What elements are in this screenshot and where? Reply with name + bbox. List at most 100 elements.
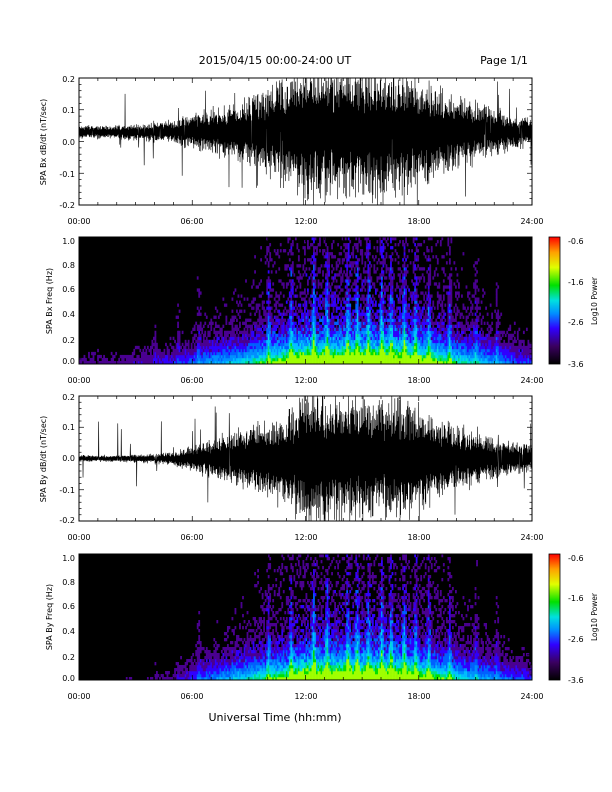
spectrogram-cell [219, 354, 222, 359]
spectrogram-cell [332, 351, 335, 356]
spectrogram-cell [349, 318, 352, 322]
spectrogram-cell [199, 342, 202, 347]
spectrogram-cell [479, 351, 481, 356]
spectrogram-cell [258, 309, 261, 313]
spectrogram-cell [311, 288, 314, 292]
spectrogram-cell [393, 339, 395, 344]
spectrogram-cell [233, 357, 235, 362]
spectrogram-cell [320, 327, 323, 332]
spectrogram-cell [352, 327, 355, 332]
spectrogram-cell [418, 315, 421, 319]
spectrogram-cell [388, 348, 391, 353]
spectrogram-cell [454, 333, 457, 338]
spectrogram-cell [290, 291, 293, 295]
spectrogram-cell [217, 360, 220, 365]
spectrogram-cell [287, 339, 290, 344]
spectrogram-cell [317, 297, 320, 301]
spectrogram-cell [326, 339, 329, 344]
spectrogram-cell [474, 306, 477, 310]
spectrogram-cell [467, 339, 469, 344]
spectrogram-cell [453, 324, 456, 329]
spectrogram-cell [294, 345, 297, 350]
spectrogram-cell [414, 282, 417, 286]
spectrogram-cell [362, 327, 365, 332]
spectrogram-cell [149, 351, 152, 356]
spectrogram-cell [509, 342, 512, 347]
spectrogram-cell [263, 348, 266, 353]
spectrogram-cell [341, 297, 344, 301]
spectrogram-cell [181, 348, 184, 353]
spectrogram-cell [451, 318, 454, 322]
spectrogram-cell [406, 312, 409, 316]
spectrogram-cell [448, 306, 451, 310]
spectrogram-cell [290, 297, 293, 301]
spectrogram-cell [234, 336, 237, 341]
spectrogram-cell [390, 354, 392, 359]
spectrogram-cell [275, 345, 278, 350]
spectrogram-cell [118, 357, 121, 362]
spectrogram-cell [492, 339, 495, 344]
spectrogram-cell [387, 336, 389, 341]
spectrogram-cell [156, 360, 158, 365]
spectrogram-cell [328, 297, 330, 301]
spectrogram-cell [338, 291, 341, 295]
spectrogram-cell [278, 255, 281, 259]
spectrogram-cell [368, 348, 371, 353]
spectrogram-cell [310, 312, 312, 316]
spectrogram-cell [391, 345, 394, 350]
spectrogram-cell [385, 357, 388, 362]
spectrogram-cell [433, 327, 436, 332]
spectrogram-cell [458, 336, 460, 341]
spectrogram-cell [465, 354, 468, 359]
spectrogram-cell [518, 327, 521, 332]
spectrogram-cell [362, 309, 365, 313]
spectrogram-cell [328, 312, 330, 316]
spectrogram-cell [263, 351, 266, 356]
spectrogram-cell [390, 282, 392, 286]
spectrogram-cell [349, 306, 352, 310]
spectrogram-cell [353, 357, 356, 362]
spectrogram-cell [362, 318, 365, 322]
spectrogram-cell [381, 246, 383, 250]
spectrogram-cell [399, 342, 401, 347]
spectrogram-cell [391, 246, 394, 250]
spectrogram-cell [313, 291, 315, 295]
spectrogram-cell [474, 321, 477, 325]
spectrogram-cell [399, 354, 401, 359]
spectrogram-cell [329, 339, 332, 344]
spectrogram-cell [347, 327, 350, 332]
spectrogram-cell [260, 360, 263, 365]
spectrogram-cell [296, 285, 299, 289]
spectrogram-cell [314, 300, 317, 304]
spectrogram-cell [307, 318, 309, 322]
spectrogram-cell [198, 351, 201, 356]
spectrogram-cell [180, 360, 182, 365]
spectrogram-cell [260, 258, 263, 262]
spectrogram-cell [402, 312, 404, 316]
spectrogram-cell [394, 321, 397, 325]
spectrogram-cell [445, 261, 448, 265]
spectrogram-cell [314, 360, 317, 365]
spectrogram-cell [408, 351, 410, 356]
spectrogram-cell [337, 258, 340, 262]
spectrogram-cell [370, 342, 373, 347]
spectrogram-cell [370, 354, 373, 359]
spectrogram-cell [429, 339, 432, 344]
spectrogram-cell [423, 318, 426, 322]
spectrogram-cell [313, 321, 315, 325]
spectrogram-cell [409, 360, 412, 365]
spectrogram-cell [349, 354, 352, 359]
spectrogram-cell [284, 267, 287, 271]
spectrogram-cell [379, 297, 382, 301]
spectrogram-cell [308, 324, 311, 329]
spectrogram-cell [316, 330, 318, 335]
spectrogram-cell [231, 345, 234, 350]
spectrogram-cell [448, 348, 451, 353]
spectrogram-cell [230, 345, 232, 350]
spectrogram-cell [305, 333, 308, 338]
spectrogram-cell [415, 294, 418, 298]
spectrogram-cell [399, 336, 401, 341]
spectrogram-cell [454, 267, 457, 271]
spectrogram-cell [364, 261, 367, 265]
spectrogram-cell [302, 357, 305, 362]
